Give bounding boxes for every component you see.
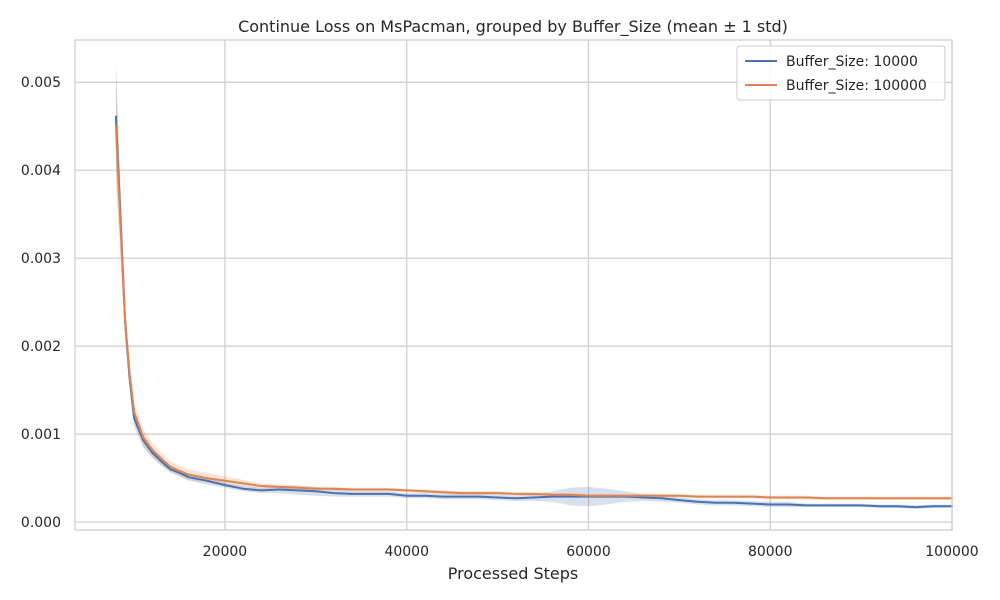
std-band-buffer-size-10000 bbox=[115, 63, 952, 509]
x-tick-label: 60000 bbox=[566, 544, 611, 560]
legend: Buffer_Size: 10000 Buffer_Size: 100000 bbox=[736, 45, 946, 101]
series-line-buffer-size-10000 bbox=[114, 115, 953, 509]
y-tick-labels: 0.000 0.001 0.002 0.003 0.004 0.005 bbox=[21, 75, 61, 531]
chart-title: Continue Loss on MsPacman, grouped by Bu… bbox=[238, 17, 788, 37]
legend-label-buffer-10000: Buffer_Size: 10000 bbox=[786, 54, 918, 70]
x-tick-label: 100000 bbox=[925, 544, 978, 560]
y-tick-label: 0.005 bbox=[21, 75, 61, 91]
series-line-buffer-size-100000 bbox=[114, 125, 953, 500]
series-lines bbox=[114, 115, 953, 509]
y-tick-label: 0.000 bbox=[21, 515, 61, 531]
y-tick-label: 0.003 bbox=[21, 251, 61, 267]
x-tick-labels: 20000 40000 60000 80000 100000 bbox=[203, 544, 979, 560]
plot-frame bbox=[74, 39, 953, 531]
x-tick-label: 80000 bbox=[748, 544, 793, 560]
std-band-buffer-size-100000 bbox=[115, 64, 952, 501]
y-tick-label: 0.001 bbox=[21, 427, 61, 443]
grid bbox=[75, 40, 953, 530]
y-tick-label: 0.002 bbox=[21, 339, 61, 355]
legend-box bbox=[736, 45, 946, 101]
std-bands bbox=[115, 63, 952, 509]
y-tick-label: 0.004 bbox=[21, 163, 61, 179]
x-axis-label: Processed Steps bbox=[448, 564, 579, 583]
x-tick-label: 20000 bbox=[203, 544, 248, 560]
x-tick-label: 40000 bbox=[384, 544, 429, 560]
legend-label-buffer-100000: Buffer_Size: 100000 bbox=[786, 78, 927, 94]
